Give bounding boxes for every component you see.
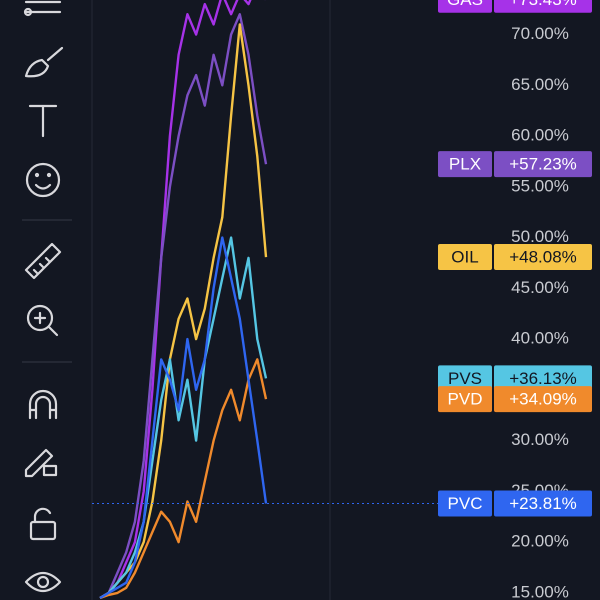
y-tick-label: 15.00%	[511, 582, 569, 600]
series-line	[99, 358, 268, 600]
badge-name-box	[438, 365, 492, 392]
y-tick-label: 55.00%	[511, 176, 569, 195]
badge-name-box	[438, 0, 492, 13]
lines-tool[interactable]	[23, 0, 62, 17]
series-line	[99, 236, 268, 600]
y-tick-label: 60.00%	[511, 126, 569, 145]
eye-tool[interactable]	[24, 571, 62, 593]
brush-tool[interactable]	[24, 46, 64, 78]
emoji-tool[interactable]	[25, 162, 61, 198]
badge-value: +34.09%	[509, 390, 577, 409]
plot	[92, 0, 438, 600]
y-tick-label: 45.00%	[511, 278, 569, 297]
legend-label: PLX	[449, 155, 481, 174]
badge-value: +48.08%	[509, 248, 577, 267]
toolbar	[22, 0, 72, 593]
legend-label: OIL	[451, 248, 478, 267]
badge-value-box	[494, 0, 592, 13]
badge-value: +23.81%	[509, 494, 577, 513]
legend-label: PVC	[448, 494, 483, 513]
badge-value-box	[494, 151, 592, 178]
series-line	[99, 0, 266, 600]
badge-value-box	[494, 244, 592, 271]
y-tick-label: 20.00%	[511, 532, 569, 551]
badge-name-box	[438, 490, 492, 517]
badge-value-box	[494, 365, 592, 392]
badge-value-box	[494, 386, 592, 413]
legend-label: PVD	[448, 390, 483, 409]
series-line	[99, 12, 268, 600]
ruler-tool[interactable]	[24, 242, 62, 280]
y-tick-label: 40.00%	[511, 329, 569, 348]
zoom-tool[interactable]	[26, 304, 59, 337]
lock-draw-tool[interactable]	[24, 448, 58, 478]
y-tick-label: 70.00%	[511, 24, 569, 43]
badge-value: +36.13%	[509, 369, 577, 388]
y-tick-label: 65.00%	[511, 75, 569, 94]
legend: GAS +73.43% PLX +57.23% OIL +48.08% PVS +36.13%…	[438, 0, 592, 517]
badge-name-box	[438, 386, 492, 413]
badge-name-box	[438, 244, 492, 271]
y-tick-label: 30.00%	[511, 430, 569, 449]
y-tick-label: 50.00%	[511, 227, 569, 246]
badge-name-box	[438, 151, 492, 178]
badge-value-box	[494, 490, 592, 517]
lock-tool[interactable]	[29, 507, 57, 541]
legend-label: GAS	[447, 0, 483, 9]
badge-value: +73.43%	[509, 0, 577, 9]
badge-value: +57.23%	[509, 155, 577, 174]
text-tool[interactable]	[28, 104, 58, 138]
series-line	[99, 236, 268, 600]
legend-label: PVS	[448, 369, 482, 388]
magnet-tool[interactable]	[28, 389, 58, 420]
